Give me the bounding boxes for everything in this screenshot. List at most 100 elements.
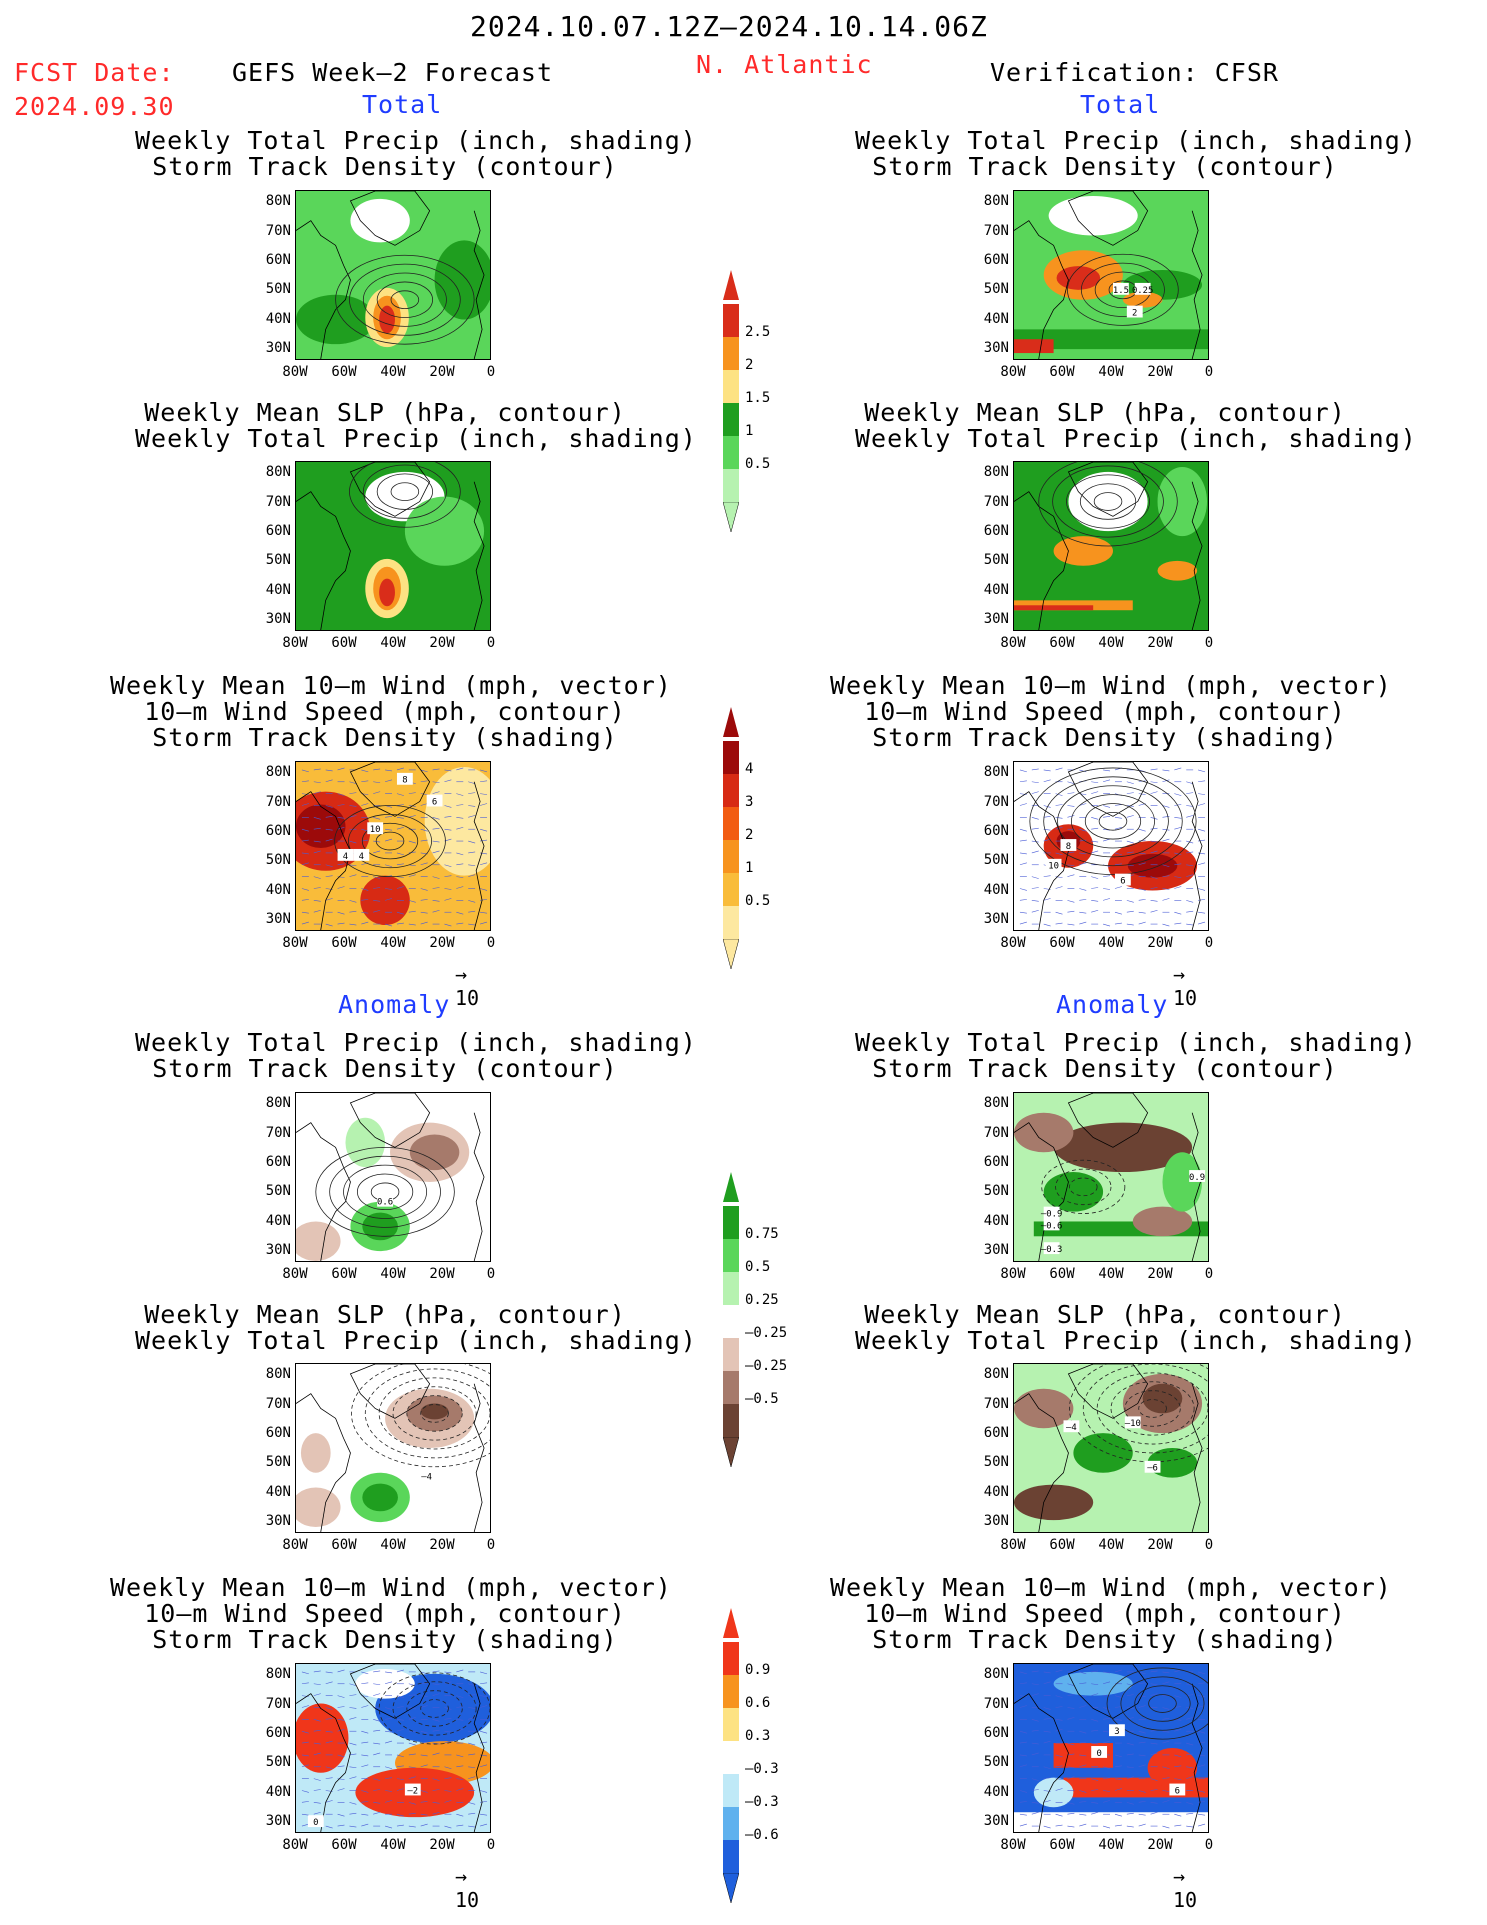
wind-vector	[1150, 1778, 1158, 1781]
wind-vector	[468, 900, 476, 903]
wind-vector	[313, 887, 321, 889]
vector-ref-verif-total: → 10	[1173, 962, 1198, 1010]
shading-region	[1068, 471, 1148, 532]
wind-vector	[480, 1790, 488, 1793]
wind-vector	[444, 805, 452, 808]
wind-vector	[1043, 1825, 1051, 1829]
lon-tick-label: 60W	[331, 364, 357, 380]
contour-label-box	[1112, 282, 1129, 295]
lat-tick-label: 70N	[983, 223, 1009, 239]
lat-tick-label: 60N	[265, 823, 291, 839]
wind-vector	[456, 886, 464, 889]
wind-vector	[1114, 1788, 1122, 1791]
wind-vector	[480, 1813, 488, 1816]
wind-vector	[325, 875, 333, 877]
wind-vector	[420, 1823, 428, 1827]
wind-vector	[373, 850, 381, 854]
wind-vector	[1198, 803, 1206, 806]
wind-vector	[396, 863, 404, 866]
wind-vector	[1031, 827, 1039, 830]
wind-vector	[325, 828, 333, 831]
shading-region	[1033, 1777, 1074, 1808]
title-forecast-total-slp: Weekly Mean SLP (hPa, contour) Weekly To…	[135, 398, 697, 453]
wind-vector	[1091, 1802, 1099, 1804]
wind-vector	[1031, 1742, 1039, 1745]
wind-vector	[420, 1705, 428, 1708]
wind-vector	[313, 1670, 321, 1673]
colorbar-bottom-arrow	[722, 501, 740, 533]
lon-tick-label: 0	[486, 364, 496, 380]
contour-line	[1071, 794, 1155, 849]
contour-label: –4	[421, 1473, 432, 1483]
contour-line	[334, 805, 446, 878]
wind-vector	[456, 863, 464, 866]
wind-vector	[1103, 1777, 1111, 1779]
lat-tick-label: 70N	[983, 794, 1009, 810]
contour-line	[343, 1164, 428, 1219]
coastline-north-america	[296, 1393, 351, 1532]
coastline-europe	[1191, 210, 1203, 359]
wind-vector	[1055, 1728, 1063, 1732]
wind-vector	[325, 864, 333, 868]
colorbar-top-arrow	[723, 1172, 739, 1202]
wind-vector	[349, 923, 357, 926]
wind-vector	[325, 1825, 333, 1829]
wind-vector	[349, 1753, 357, 1756]
colorbar-label: 0.3	[745, 1728, 771, 1744]
coastline-greenland	[349, 462, 431, 517]
wind-vector	[373, 900, 381, 902]
wind-vector	[420, 899, 428, 901]
lon-tick-label: 40W	[380, 635, 406, 651]
wind-vector	[456, 793, 464, 796]
wind-vector	[1150, 887, 1158, 889]
lon-tick-label: 20W	[1147, 1537, 1173, 1553]
wind-vector	[1091, 1729, 1099, 1732]
wind-vector	[373, 876, 381, 879]
wind-vector	[349, 815, 357, 818]
wind-vector	[301, 1705, 309, 1708]
wind-vector	[1198, 1790, 1206, 1793]
lon-tick-label: 20W	[1147, 635, 1173, 651]
lat-tick-label: 80N	[983, 764, 1009, 780]
wind-vector	[396, 1695, 404, 1698]
wind-vector	[1043, 1740, 1051, 1744]
wind-vector	[1091, 1693, 1099, 1696]
wind-vector	[1186, 1825, 1194, 1828]
wind-vector	[1162, 875, 1170, 877]
contour-line	[1069, 1364, 1208, 1463]
shading-region	[1014, 1112, 1074, 1153]
coastline-greenland	[349, 762, 431, 817]
wind-vector	[468, 781, 476, 785]
lat-tick-label: 40N	[983, 1213, 1009, 1229]
wind-vector	[373, 1752, 381, 1756]
wind-vector	[1162, 1766, 1170, 1770]
lat-tick-label: 50N	[265, 281, 291, 297]
colorbar-label: –0.25	[745, 1325, 788, 1341]
wind-vector	[1055, 1669, 1063, 1673]
lon-tick-label: 0	[1204, 1837, 1214, 1853]
wind-vector	[1174, 1754, 1182, 1758]
wind-vector	[1114, 852, 1122, 856]
title-verif-anom-precip: Weekly Total Precip (inch, shading) Stor…	[855, 1028, 1417, 1083]
wind-vector	[337, 1813, 345, 1817]
wind-vector	[325, 1730, 333, 1733]
wind-vector	[432, 1789, 440, 1791]
wind-vector	[1198, 852, 1206, 855]
wind-vector	[373, 1693, 381, 1696]
contour-line	[1138, 1399, 1167, 1418]
lon-tick-label: 80W	[1000, 1266, 1026, 1282]
contour-line	[390, 482, 420, 501]
wind-vector	[1019, 1764, 1027, 1768]
wind-vector	[1138, 1671, 1146, 1675]
lon-tick-label: 40W	[1098, 635, 1124, 651]
wind-vector	[313, 1752, 321, 1756]
wind-vector	[1150, 781, 1158, 784]
wind-vector	[325, 1766, 333, 1770]
wind-vector	[1150, 1752, 1158, 1756]
wind-vector	[1055, 876, 1063, 878]
wind-vector	[1019, 1790, 1027, 1793]
wind-vector	[456, 1765, 464, 1768]
wind-vector	[420, 839, 428, 842]
wind-vector	[1079, 921, 1087, 925]
contour-label: –4	[1066, 1423, 1077, 1433]
